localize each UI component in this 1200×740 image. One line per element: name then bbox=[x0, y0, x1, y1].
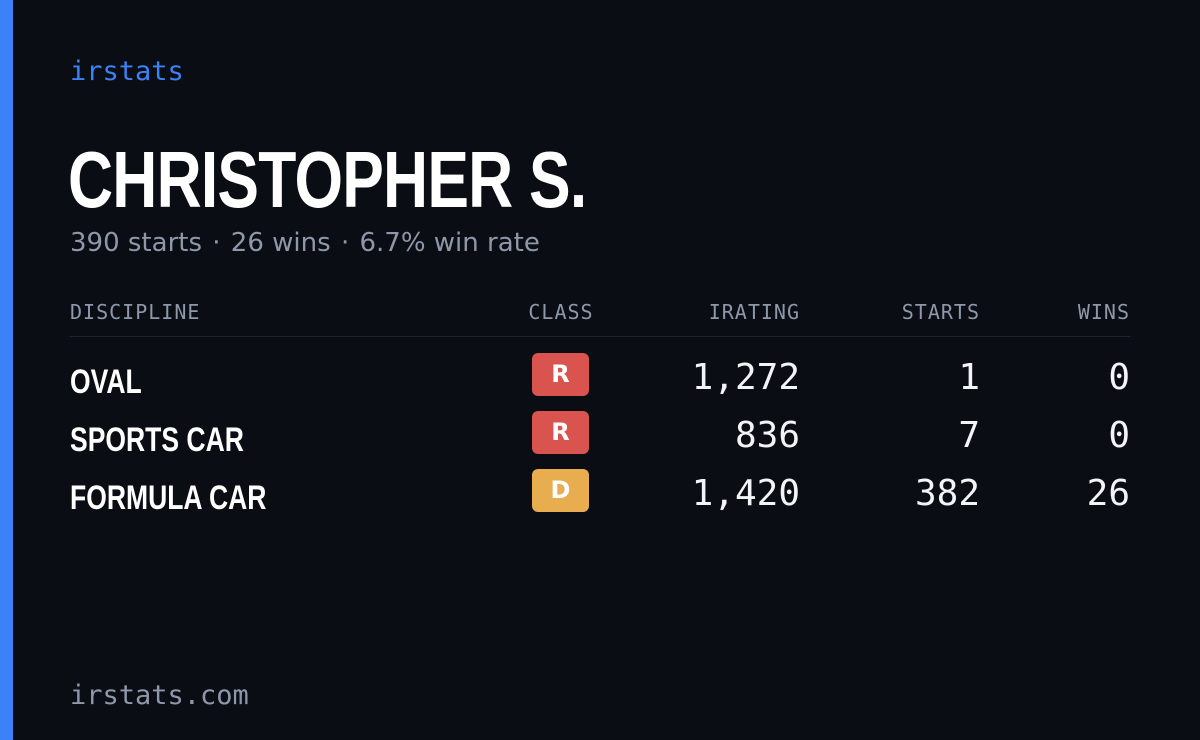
class-badge: D bbox=[532, 469, 589, 512]
separator: · bbox=[212, 228, 221, 258]
table-row: FORMULA CAR D 1,420 382 26 bbox=[70, 453, 1130, 517]
wins-summary: 26 wins bbox=[230, 228, 331, 258]
brand-logo: irstats bbox=[70, 56, 184, 87]
starts-value: 1 bbox=[958, 357, 980, 398]
irating-value: 836 bbox=[734, 415, 800, 456]
header-wins: WINS bbox=[1077, 300, 1130, 324]
starts-value: 7 bbox=[958, 415, 980, 456]
starts-value: 382 bbox=[914, 473, 980, 514]
class-badge: R bbox=[532, 411, 589, 454]
accent-bar bbox=[0, 0, 13, 740]
header-class: CLASS bbox=[528, 300, 594, 324]
driver-name: CHRISTOPHER S. bbox=[68, 135, 587, 224]
header-irating: IRATING bbox=[708, 300, 800, 324]
table-header: DISCIPLINE CLASS IRATING STARTS WINS bbox=[70, 296, 1130, 337]
discipline-name: FORMULA CAR bbox=[70, 479, 267, 517]
driver-summary: 390 starts · 26 wins · 6.7% win rate bbox=[70, 228, 540, 258]
table-row: SPORTS CAR R 836 7 0 bbox=[70, 395, 1130, 459]
winrate-summary: 6.7% win rate bbox=[359, 228, 540, 258]
stats-table: DISCIPLINE CLASS IRATING STARTS WINS OVA… bbox=[70, 296, 1130, 517]
wins-value: 26 bbox=[1086, 473, 1130, 514]
discipline-name: SPORTS CAR bbox=[70, 421, 244, 459]
irating-value: 1,272 bbox=[691, 357, 800, 398]
footer-domain: irstats.com bbox=[70, 680, 249, 711]
wins-value: 0 bbox=[1108, 415, 1130, 456]
table-row: OVAL R 1,272 1 0 bbox=[70, 337, 1130, 401]
irating-value: 1,420 bbox=[691, 473, 800, 514]
class-badge: R bbox=[532, 353, 589, 396]
discipline-name: OVAL bbox=[70, 363, 142, 401]
header-discipline: DISCIPLINE bbox=[70, 300, 201, 324]
starts-summary: 390 starts bbox=[70, 228, 202, 258]
header-starts: STARTS bbox=[901, 300, 980, 324]
separator: · bbox=[340, 228, 350, 258]
wins-value: 0 bbox=[1108, 357, 1130, 398]
